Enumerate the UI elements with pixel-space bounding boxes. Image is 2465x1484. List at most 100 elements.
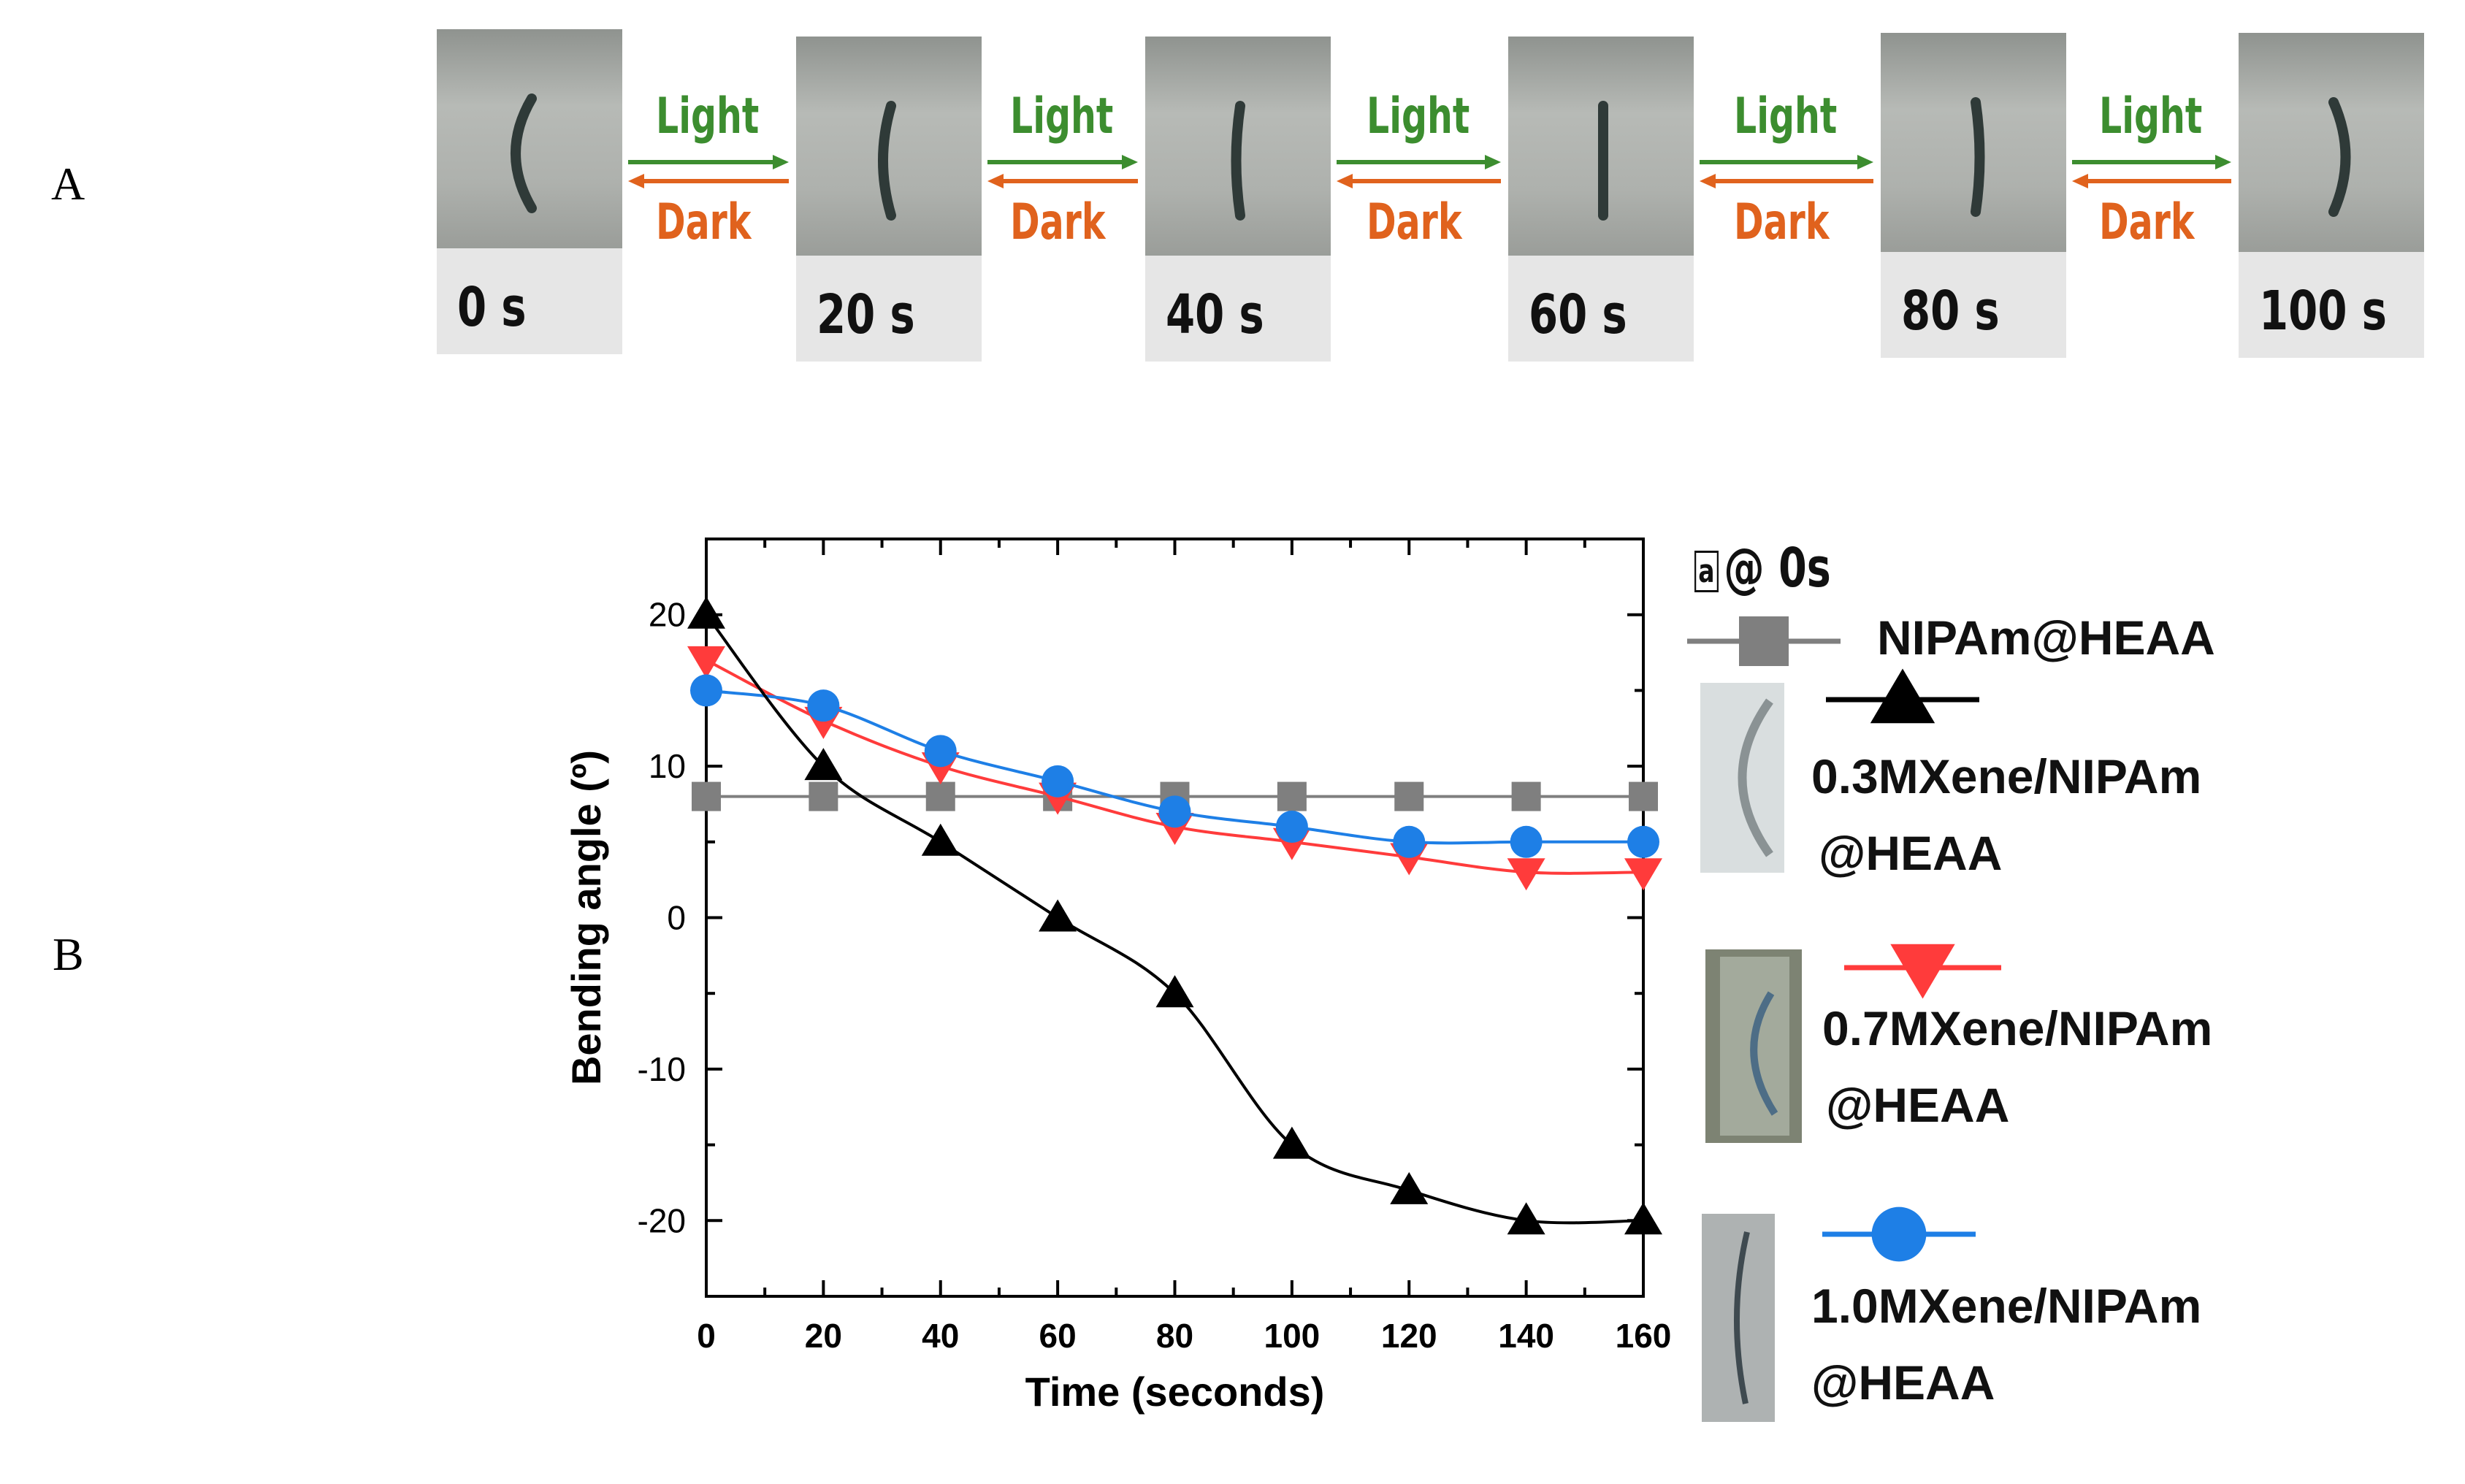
x-tick-label: 140 [1498,1317,1554,1355]
dark-label: Dark [1366,194,1461,251]
x-tick-label: 0 [697,1317,716,1355]
y-tick-label: 20 [649,596,686,634]
light-label: Light [656,88,760,145]
legend-header: a @ 0s [1694,537,1831,600]
data-point [924,735,957,768]
data-point [1624,1202,1662,1235]
y-tick-label: 10 [649,747,686,785]
x-tick-label: 100 [1264,1317,1321,1355]
data-point [1277,781,1307,811]
legend-label-0-7-line1: 0.7MXene/NIPAm [1822,1001,2213,1055]
data-point [1155,975,1194,1008]
time-label: 80 s [1901,280,2000,343]
data-point [809,781,838,811]
legend-label-nipam: NIPAm@HEAA [1877,611,2215,665]
x-tick-label: 40 [922,1317,959,1355]
data-point [1624,858,1662,891]
sample-thumbnail-0-3 [1700,683,1784,873]
data-point [1039,899,1077,932]
light-dark-arrow [2072,155,2231,188]
data-point [690,674,722,707]
y-tick-label: 0 [667,899,686,937]
light-dark-arrow [1700,155,1873,188]
data-point [687,596,725,629]
legend-symbol [1890,944,1955,999]
data-point [687,646,725,678]
x-tick-label: 60 [1039,1317,1077,1355]
time-label: 40 s [1166,283,1264,346]
data-point [692,781,721,811]
legend-marker-triangle-down [1844,944,2001,999]
data-point [1394,781,1424,811]
time-label: 20 s [817,283,915,346]
sequence-photo: 100 s [2239,33,2424,358]
legend-symbol [1870,668,1935,724]
legend-header-box: a [1694,550,1719,592]
data-point [1158,795,1191,828]
hydrogel-strip [2328,97,2351,217]
sample-thumbnail-1-0 [1702,1214,1775,1422]
data-point [1275,811,1308,844]
legend-label-1-0-line1: 1.0MXene/NIPAm [1811,1279,2202,1333]
time-label: 100 s [2259,280,2387,343]
legend-symbol [1739,616,1789,666]
data-point [1510,825,1543,858]
legend-marker-square [1687,616,1841,666]
data-point [804,748,843,781]
x-tick-label: 160 [1616,1317,1672,1355]
data-point [1507,858,1545,891]
y-axis-title: Bending angle (º) [563,750,609,1085]
data-point [1511,781,1541,811]
dark-label: Dark [656,194,752,251]
x-tick-label: 120 [1381,1317,1437,1355]
legend-marker-circle [1822,1206,1976,1262]
dark-label: Dark [1734,194,1830,251]
legend-label-0-7-line2: @HEAA [1826,1078,2010,1132]
light-label: Light [1010,88,1114,145]
sequence-photo: 80 s [1881,33,2066,358]
dark-label: Dark [1010,194,1106,251]
light-dark-arrow [987,155,1138,188]
light-label: Light [2099,88,2203,145]
sample-thumbnail-0-7 [1705,949,1802,1143]
data-point [807,689,840,722]
legend-label-0-3-line1: 0.3MXene/NIPAm [1811,749,2202,803]
data-point [1629,781,1658,811]
data-point [1390,1171,1429,1204]
panel-label-a: A [51,158,85,210]
sequence-photo: 40 s [1145,37,1331,362]
series-triangle-up [687,596,1662,1235]
x-tick-label: 20 [805,1317,842,1355]
light-dark-arrows [628,155,2231,188]
hydrogel-strip [511,93,537,213]
legend-header-text: @ 0s [1724,537,1831,600]
legend-label-0-3-line2: @HEAA [1819,826,2003,880]
hydrogel-strip [878,101,896,221]
hydrogel-strip [1231,101,1245,221]
sequence-photo: 60 s [1508,37,1694,362]
hydrogel-strip [1971,97,1985,217]
light-label: Light [1366,88,1470,145]
data-point [1272,1126,1311,1159]
legend-marker-triangle-up [1826,668,1979,724]
series-circle [690,674,1659,858]
panel-label-b: B [53,928,84,980]
legend-symbol [1871,1206,1927,1262]
data-point [921,823,960,856]
y-tick-label: -20 [638,1201,686,1239]
x-tick-label: 80 [1156,1317,1193,1355]
data-point [1627,825,1659,858]
x-axis-title: Time (seconds) [1025,1369,1325,1415]
light-dark-arrow [1337,155,1501,188]
data-point [1507,1202,1545,1235]
dark-label: Dark [2099,194,2195,251]
data-point [1393,825,1426,858]
legend-label-1-0-line2: @HEAA [1811,1355,1995,1410]
hydrogel-strip [1598,101,1608,221]
y-tick-label: -10 [638,1050,686,1088]
sequence-photo: 0 s [437,29,622,354]
time-label: 60 s [1529,283,1627,346]
sequence-photo: 20 s [796,37,982,362]
